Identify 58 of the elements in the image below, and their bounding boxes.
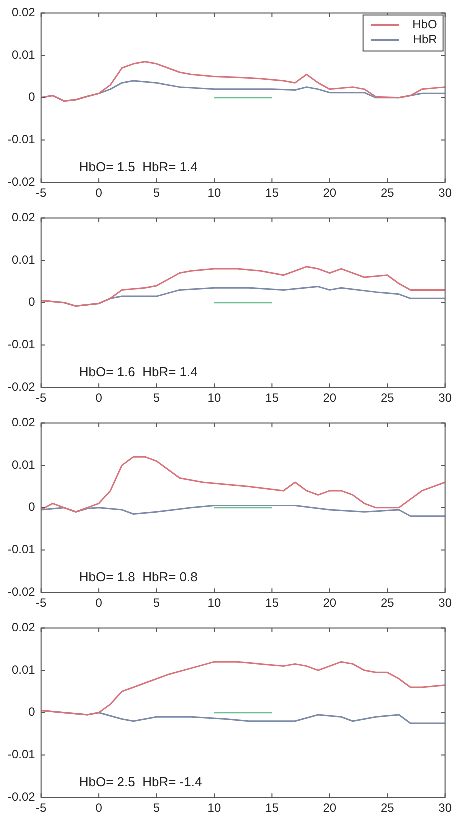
x-tick-label: -5 — [36, 186, 48, 200]
annotation: HbO= 1.5 HbR= 1.4 — [79, 160, 198, 175]
x-tick-label: -5 — [36, 801, 48, 816]
x-tick-label: 25 — [380, 801, 395, 816]
legend-label: HbR — [413, 32, 438, 47]
x-tick-label: -5 — [36, 391, 48, 406]
y-tick-label: 0.02 — [12, 210, 36, 225]
x-tick-label: 30 — [438, 391, 452, 406]
y-tick-label: -0.02 — [8, 790, 36, 804]
y-tick-label: -0.01 — [8, 132, 36, 147]
annotation: HbO= 1.8 HbR= 0.8 — [79, 570, 198, 585]
y-tick-label: -0.01 — [8, 748, 36, 762]
x-tick-label: 25 — [380, 391, 395, 406]
x-tick-label: 10 — [208, 391, 222, 406]
legend-label: HbO — [412, 18, 438, 32]
y-tick-label: 0.02 — [12, 6, 36, 20]
y-tick-label: 0.01 — [12, 252, 36, 267]
y-tick-label: -0.02 — [8, 380, 36, 394]
annotation: HbO= 1.6 HbR= 1.4 — [79, 364, 198, 380]
y-tick-label: 0 — [28, 705, 36, 720]
x-tick-label: 25 — [380, 596, 395, 610]
x-tick-label: 25 — [380, 186, 395, 200]
x-tick-label: 20 — [323, 801, 337, 816]
x-tick-label: 0 — [96, 186, 103, 200]
x-tick-label: 5 — [153, 186, 160, 200]
x-tick-label: 0 — [96, 596, 103, 610]
x-tick-label: 5 — [153, 801, 160, 816]
y-tick-label: 0.01 — [12, 662, 36, 677]
x-tick-label: 10 — [208, 186, 222, 200]
x-tick-label: 5 — [153, 391, 160, 406]
x-tick-label: 20 — [323, 391, 337, 406]
x-tick-label: 15 — [266, 596, 280, 610]
y-tick-label: 0.01 — [12, 458, 36, 472]
y-tick-label: -0.01 — [8, 338, 36, 352]
x-tick-label: 10 — [208, 596, 222, 610]
x-tick-label: 10 — [208, 801, 222, 816]
x-tick-label: -5 — [36, 596, 48, 610]
y-tick-label: -0.01 — [8, 542, 36, 557]
y-tick-label: 0 — [28, 90, 36, 104]
x-tick-label: 20 — [323, 186, 337, 200]
y-tick-label: 0.01 — [12, 48, 36, 62]
y-tick-label: -0.02 — [8, 584, 36, 599]
x-tick-label: 20 — [323, 596, 337, 610]
y-tick-label: -0.02 — [8, 174, 36, 189]
x-tick-label: 30 — [438, 801, 452, 816]
y-tick-label: 0 — [28, 500, 36, 514]
x-tick-label: 15 — [266, 391, 280, 406]
x-tick-label: 0 — [96, 391, 103, 406]
x-tick-label: 30 — [438, 596, 452, 610]
annotation: HbO= 2.5 HbR= -1.4 — [79, 774, 202, 790]
x-tick-label: 30 — [438, 186, 452, 200]
x-tick-label: 0 — [96, 801, 103, 816]
y-tick-label: 0 — [28, 295, 36, 310]
y-tick-label: 0.02 — [12, 620, 36, 635]
x-tick-label: 5 — [153, 596, 160, 610]
x-tick-label: 15 — [266, 801, 280, 816]
y-tick-label: 0.02 — [12, 416, 36, 430]
x-tick-label: 15 — [266, 186, 280, 200]
